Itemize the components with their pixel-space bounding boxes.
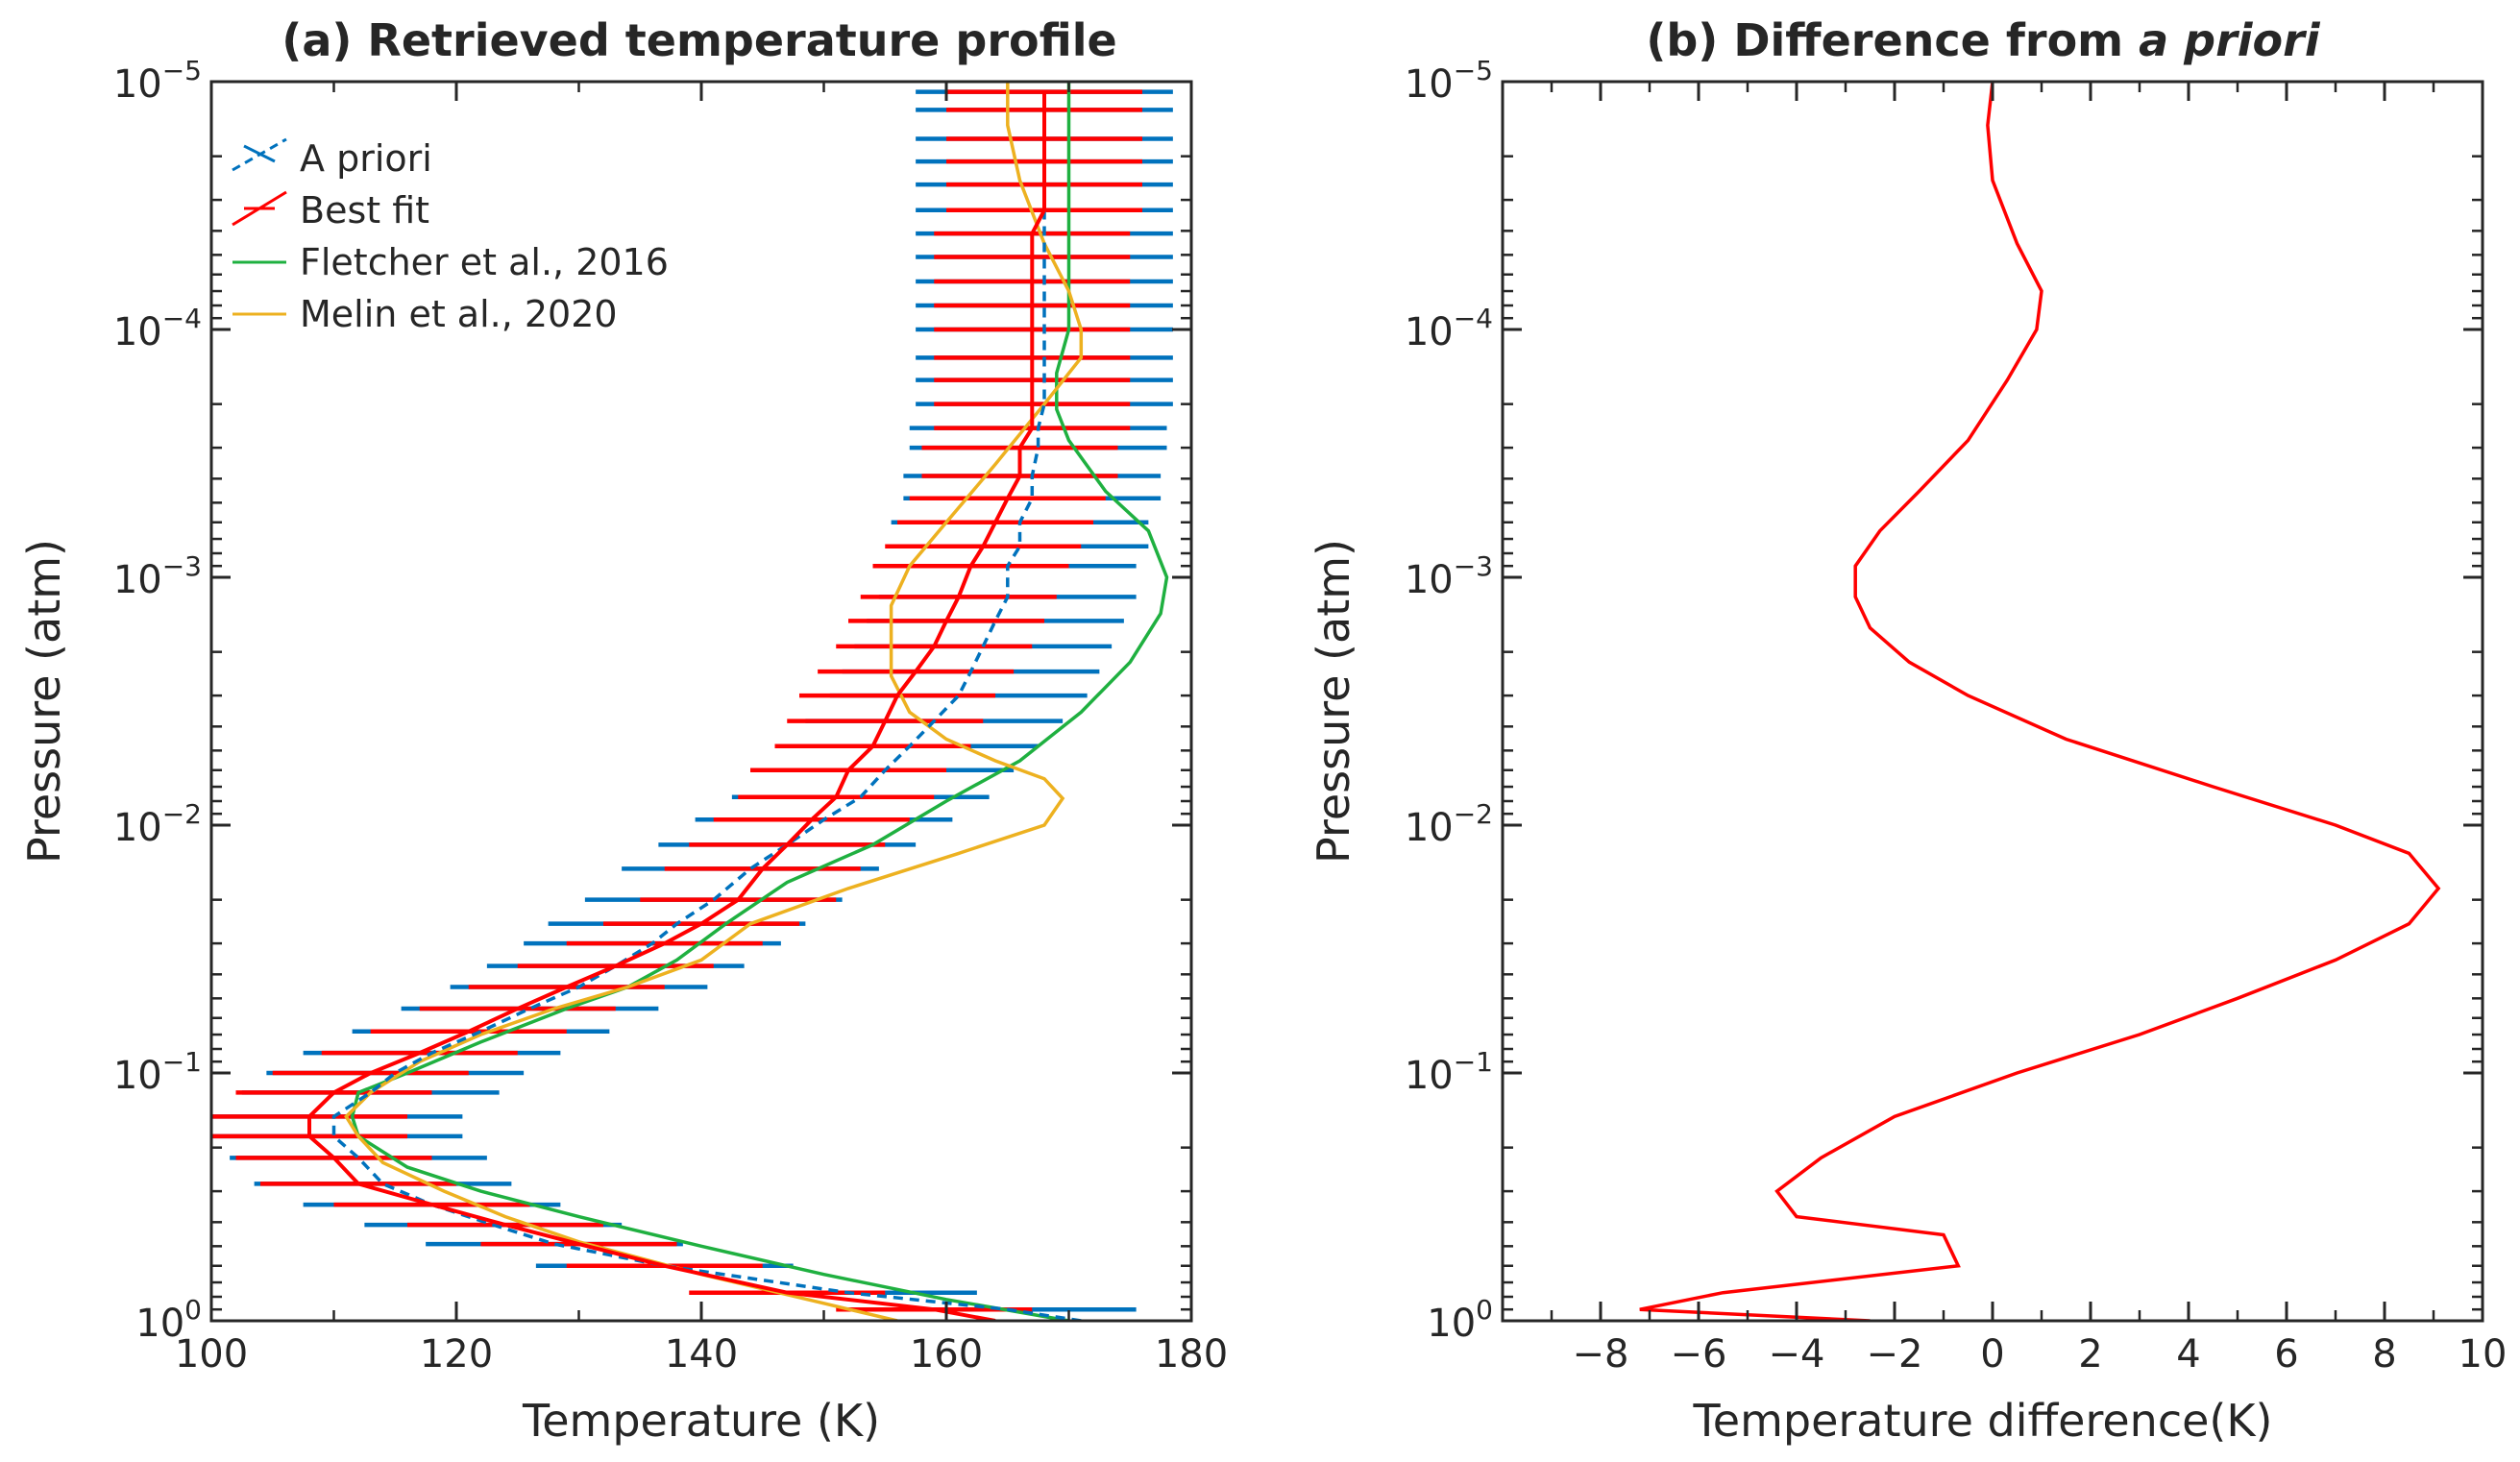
legend-entry-best-fit: Best fit	[232, 189, 429, 231]
panel-a-ytick-label: 10−3	[113, 550, 202, 602]
legend-label-best-fit: Best fit	[300, 189, 429, 231]
panel-a: (a) Retrieved temperature profile 100 120…	[18, 14, 1228, 1447]
panel-b-x-axis-label: Temperature difference(K)	[1693, 1395, 2273, 1447]
panel-a-xtick-label: 120	[420, 1332, 493, 1377]
panel-b-xtick-label: −2	[1867, 1332, 1923, 1377]
panel-b-x-ticks: −8 −6 −4 −2 0 2 4 6 8 10	[1501, 82, 2508, 1377]
panel-a-y-axis-label: Pressure (atm)	[18, 539, 70, 864]
panel-a-xtick-label: 180	[1155, 1332, 1228, 1377]
panel-b-ytick-label: 10−5	[1405, 55, 1493, 107]
panel-b-xtick-label: 6	[2274, 1332, 2298, 1377]
panel-b-xtick-label: 8	[2372, 1332, 2396, 1377]
panel-b-y-axis-label: Pressure (atm)	[1308, 539, 1359, 864]
panel-a-ytick-label: 100	[135, 1294, 202, 1346]
panel-b-series-group	[1639, 82, 2441, 1321]
legend-label-melin: Melin et al., 2020	[300, 293, 618, 335]
panel-a-xtick-label: 160	[910, 1332, 983, 1377]
panel-b-xtick-label: −4	[1769, 1332, 1825, 1377]
panel-b-plot-area	[1639, 82, 2441, 1321]
panel-b-ytick-label: 100	[1427, 1294, 1493, 1346]
legend-label-fletcher: Fletcher et al., 2016	[300, 241, 669, 283]
panel-b-xtick-label: 10	[2459, 1332, 2508, 1377]
legend-label-a-priori: A priori	[300, 137, 432, 180]
panel-b-xtick-label: 4	[2176, 1332, 2200, 1377]
panel-a-ytick-label: 10−4	[113, 303, 202, 354]
panel-a-ytick-label: 10−5	[113, 55, 202, 107]
a-priori-line	[331, 91, 1082, 1321]
panel-b-xtick-label: −6	[1671, 1332, 1727, 1377]
legend-swatch-a-priori-errorbar	[243, 144, 276, 163]
panel-b-title: (b) Difference from a priori	[1646, 14, 2320, 66]
legend-entry-fletcher: Fletcher et al., 2016	[232, 241, 669, 283]
panel-b-axes-frame	[1501, 80, 2484, 1323]
legend-entry-melin: Melin et al., 2020	[232, 293, 618, 335]
panel-a-plot-area	[211, 82, 1173, 1321]
panel-a-xtick-label: 140	[665, 1332, 738, 1377]
panel-a-xtick-label: 100	[175, 1332, 248, 1377]
panel-b-y-ticks: 10−5 10−4 10−3 10−2 10−1 100	[1405, 55, 2483, 1346]
panel-b-ytick-label: 10−2	[1405, 798, 1493, 850]
panel-b-ytick-label: 10−3	[1405, 550, 1493, 602]
best-fit-line	[307, 91, 1046, 1321]
legend-entry-a-priori: A priori	[232, 137, 432, 180]
panel-a-x-ticks: 100 120 140 160 180	[175, 82, 1228, 1377]
panel-b-xtick-label: 0	[1980, 1332, 2004, 1377]
panel-a-ytick-label: 10−2	[113, 798, 202, 850]
panel-b-ytick-label: 10−4	[1405, 303, 1493, 354]
panel-b-xtick-label: −8	[1573, 1332, 1629, 1377]
panel-a-title: (a) Retrieved temperature profile	[281, 14, 1116, 66]
difference-line	[1639, 82, 2441, 1321]
fletcher-line	[350, 82, 1169, 1321]
panel-b-ytick-label: 10−1	[1405, 1046, 1493, 1098]
panel-a-ytick-label: 10−1	[113, 1046, 202, 1098]
panel-a-y-ticks: 10−5 10−4 10−3 10−2 10−1 100	[113, 55, 1191, 1346]
panel-b-xtick-label: 2	[2078, 1332, 2102, 1377]
panel-a-x-axis-label: Temperature (K)	[522, 1395, 880, 1447]
panel-b: (b) Difference from a priori −8 −6 −4 −2 0 2 4…	[1308, 14, 2507, 1447]
panel-a-series-group	[211, 82, 1173, 1321]
melin-line	[344, 82, 1084, 1321]
panel-a-legend: A priori Best fit Fletcher et al., 2016 …	[232, 137, 669, 335]
